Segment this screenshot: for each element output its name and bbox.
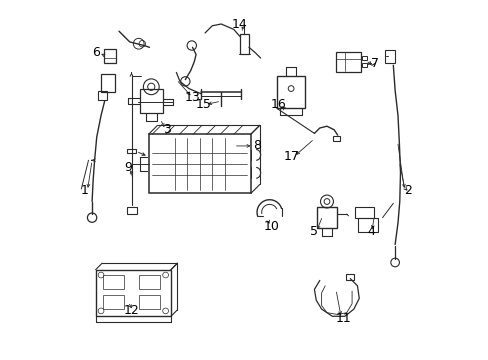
Text: 1: 1 [81, 184, 89, 197]
Bar [148, 134, 250, 193]
Bar [96, 270, 171, 316]
Text: 3: 3 [163, 123, 171, 136]
Bar [332, 136, 340, 141]
Bar [139, 275, 160, 289]
Bar [98, 91, 107, 100]
Text: 7: 7 [370, 57, 379, 70]
Bar [102, 295, 124, 309]
Bar [240, 34, 248, 54]
Text: 4: 4 [367, 225, 375, 238]
Bar [361, 56, 366, 60]
Text: 11: 11 [335, 311, 350, 325]
Text: 2: 2 [403, 184, 411, 197]
Text: 9: 9 [124, 161, 132, 174]
Text: 15: 15 [195, 98, 211, 111]
Text: 16: 16 [270, 98, 286, 111]
Bar [361, 63, 366, 67]
Bar [139, 89, 163, 113]
Bar [139, 295, 160, 309]
Text: 14: 14 [231, 18, 246, 31]
Bar [335, 52, 360, 72]
Bar [102, 275, 124, 289]
Bar [126, 149, 136, 153]
Text: 5: 5 [310, 225, 318, 238]
Bar [317, 207, 336, 228]
Text: 13: 13 [184, 91, 200, 104]
Bar [101, 74, 115, 92]
Bar [276, 76, 305, 108]
Bar [346, 274, 353, 280]
Bar [103, 49, 116, 63]
Bar [358, 218, 377, 232]
Bar [384, 50, 394, 63]
Text: 10: 10 [263, 220, 279, 233]
Text: 6: 6 [92, 46, 100, 59]
Bar [126, 207, 136, 215]
Text: 12: 12 [123, 305, 139, 318]
Bar [354, 207, 374, 218]
Text: 17: 17 [283, 150, 299, 163]
Text: 8: 8 [252, 139, 261, 152]
